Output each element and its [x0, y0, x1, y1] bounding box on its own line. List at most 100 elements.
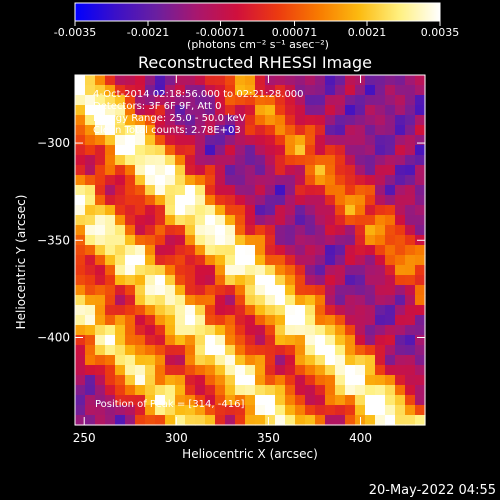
heatmap-cell — [105, 95, 116, 106]
heatmap-cell — [205, 205, 216, 216]
heatmap-cell — [335, 215, 346, 226]
heatmap-cell — [285, 255, 296, 266]
heatmap-cell — [245, 275, 256, 286]
heatmap-cell — [75, 355, 86, 366]
heatmap-cell — [225, 325, 236, 336]
heatmap-cell — [295, 415, 306, 426]
heatmap-cell — [125, 135, 136, 146]
heatmap-cell — [195, 225, 206, 236]
heatmap-cell — [315, 125, 326, 136]
heatmap-cell — [295, 175, 306, 186]
heatmap-cell — [185, 105, 196, 116]
heatmap-cell — [415, 95, 426, 106]
heatmap-cell — [215, 175, 226, 186]
heatmap-cell — [145, 345, 156, 356]
heatmap-cell — [195, 255, 206, 266]
heatmap-cell — [75, 415, 86, 426]
heatmap-cell — [325, 235, 336, 246]
heatmap-cell — [195, 405, 206, 416]
heatmap-cell — [125, 225, 136, 236]
heatmap-cell — [225, 175, 236, 186]
heatmap-cell — [395, 85, 406, 96]
heatmap-cell — [95, 345, 106, 356]
heatmap-cell — [195, 235, 206, 246]
heatmap-cell — [225, 205, 236, 216]
heatmap-cell — [275, 235, 286, 246]
heatmap-cell — [115, 355, 126, 366]
heatmap-cell — [285, 355, 296, 366]
heatmap-cell — [265, 325, 276, 336]
heatmap-cell — [405, 245, 416, 256]
heatmap-cell — [105, 75, 116, 86]
heatmap-cell — [135, 235, 146, 246]
heatmap-cell — [255, 355, 266, 366]
heatmap-cell — [75, 275, 86, 286]
heatmap-cell — [145, 225, 156, 236]
heatmap-cell — [175, 415, 186, 426]
heatmap-cell — [335, 275, 346, 286]
heatmap-cell — [355, 355, 366, 366]
heatmap-cell — [185, 235, 196, 246]
heatmap-cell — [315, 75, 326, 86]
heatmap-cell — [165, 155, 176, 166]
heatmap-cell — [295, 385, 306, 396]
heatmap-cell — [85, 185, 96, 196]
heatmap-cell — [275, 175, 286, 186]
heatmap-cell — [295, 325, 306, 336]
heatmap-cell — [165, 285, 176, 296]
heatmap-cell — [295, 185, 306, 196]
heatmap-cell — [315, 135, 326, 146]
heatmap-cell — [285, 375, 296, 386]
heatmap-cell — [155, 335, 166, 346]
heatmap-cell — [105, 355, 116, 366]
heatmap-cell — [335, 75, 346, 86]
heatmap-cell — [355, 405, 366, 416]
heatmap-cell — [315, 225, 326, 236]
heatmap-cell — [225, 305, 236, 316]
heatmap-cell — [285, 75, 296, 86]
heatmap-cell — [135, 385, 146, 396]
heatmap-cell — [275, 115, 286, 126]
heatmap-cell — [245, 155, 256, 166]
heatmap-cell — [185, 125, 196, 136]
heatmap-cell — [315, 195, 326, 206]
heatmap-cell — [255, 175, 266, 186]
y-tick-label: −350 — [37, 233, 70, 247]
heatmap-cell — [255, 375, 266, 386]
heatmap-cell — [245, 185, 256, 196]
heatmap-cell — [155, 75, 166, 86]
heatmap-cell — [385, 205, 396, 216]
heatmap-cell — [235, 215, 246, 226]
heatmap-cell — [365, 85, 376, 96]
heatmap-cell — [125, 305, 136, 316]
heatmap-cell — [165, 365, 176, 376]
heatmap-cell — [215, 195, 226, 206]
heatmap-cell — [205, 385, 216, 396]
heatmap-cell — [405, 355, 416, 366]
heatmap-cell — [375, 275, 386, 286]
heatmap-cell — [305, 135, 316, 146]
heatmap-cell — [325, 365, 336, 376]
heatmap-cell — [265, 105, 276, 116]
heatmap-cell — [355, 205, 366, 216]
heatmap-cell — [235, 265, 246, 276]
heatmap-cell — [115, 215, 126, 226]
heatmap-cell — [265, 85, 276, 96]
heatmap-cell — [235, 285, 246, 296]
colorbar-units-label: (photons cm⁻² s⁻¹ asec⁻²) — [187, 38, 329, 51]
heatmap-cell — [355, 365, 366, 376]
heatmap-cell — [255, 325, 266, 336]
colorbar-tick-label: -0.0035 — [54, 26, 96, 39]
heatmap-cell — [325, 245, 336, 256]
heatmap-cell — [95, 275, 106, 286]
heatmap-cell — [105, 265, 116, 276]
heatmap-cell — [275, 375, 286, 386]
heatmap-cell — [335, 295, 346, 306]
heatmap-cell — [155, 405, 166, 416]
heatmap-cell — [235, 155, 246, 166]
heatmap-cell — [225, 235, 236, 246]
heatmap-cell — [385, 375, 396, 386]
heatmap-cell — [395, 105, 406, 116]
heatmap-cell — [235, 235, 246, 246]
